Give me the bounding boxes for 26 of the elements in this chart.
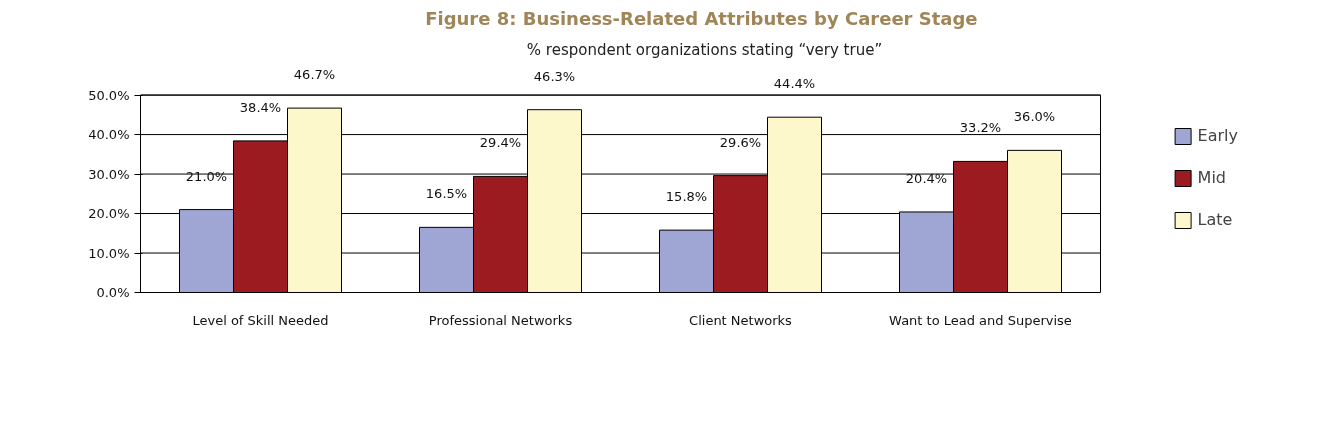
- data-label: 44.4%: [773, 76, 816, 92]
- data-label: 15.8%: [665, 189, 708, 205]
- chart-title: Figure 8: Business-Related Attributes by Career Stage: [425, 7, 978, 29]
- x-tick-label: Client Networks: [689, 312, 793, 328]
- data-label: 36.0%: [1013, 109, 1056, 125]
- legend-label: Late: [1197, 210, 1233, 229]
- y-tick-label: 10.0%: [88, 245, 130, 261]
- data-label: 38.4%: [239, 99, 282, 115]
- legend-label: Mid: [1197, 168, 1226, 187]
- data-label: 46.7%: [293, 67, 336, 83]
- y-tick-label: 50.0%: [88, 87, 130, 103]
- y-tick-label: 0.0%: [96, 285, 130, 300]
- data-label: 20.4%: [905, 170, 948, 186]
- data-label: 16.5%: [425, 186, 468, 202]
- data-label: 46.3%: [533, 68, 576, 84]
- chart-subtitle: % respondent organizations stating “very true”: [526, 40, 883, 59]
- legend-label: Early: [1197, 126, 1238, 145]
- y-tick-label: 40.0%: [88, 127, 130, 143]
- x-tick-label: Level of Skill Needed: [192, 312, 329, 328]
- y-tick-label: 20.0%: [88, 206, 130, 222]
- x-tick-label: Professional Networks: [428, 312, 573, 328]
- data-label: 33.2%: [959, 120, 1002, 136]
- x-tick-label: Want to Lead and Supervise: [889, 312, 1072, 328]
- data-label: 29.6%: [719, 134, 762, 150]
- y-tick-label: 30.0%: [88, 166, 130, 182]
- data-label: 29.4%: [479, 135, 522, 151]
